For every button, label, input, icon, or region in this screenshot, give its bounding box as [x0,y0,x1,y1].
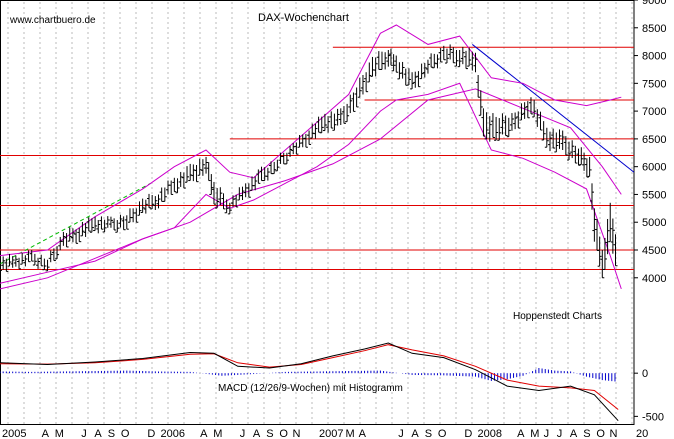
x-axis-label: N [610,428,618,439]
x-axis-label: M [530,428,539,439]
price-axis-label: 6500 [642,134,666,146]
x-axis-label: 2005 [2,428,26,439]
x-axis-label: D [147,428,155,439]
x-axis-label: A [359,428,367,439]
x-axis-label: S [425,428,432,439]
horizontal-levels [0,44,635,270]
plot-frame [0,0,635,425]
macd-label: MACD (12/26/9-Wochen) mit Histogramm [218,383,403,394]
x-axis-label: D [464,428,472,439]
x-axis-label: O [438,428,447,439]
x-axis-label: S [108,428,115,439]
x-axis-label: J [557,428,563,439]
x-axis-label: M [345,428,354,439]
x-axis-label: A [517,428,525,439]
x-axis-label: J [81,428,87,439]
price-axis-label: 8000 [642,51,666,63]
x-axis-label: J [544,428,550,439]
x-axis-label: S [266,428,273,439]
x-axis-label: N [293,428,301,439]
x-axis-label: O [279,428,288,439]
x-axis-label: A [570,428,578,439]
x-axis-label: M [213,428,222,439]
macd-line [0,342,619,422]
support-line [0,182,151,265]
x-axis-label: A [94,428,102,439]
price-axis-label: 9000 [642,0,666,7]
x-axis-label: A [200,428,208,439]
x-axis-label: J [398,428,404,439]
grid [0,0,635,425]
x-axis-label: A [42,428,50,439]
x-axis-label: O [121,428,130,439]
moving-average-line [0,88,622,284]
source-note: Hoppenstedt Charts [513,311,602,322]
price-axis-label: 4500 [642,245,666,257]
indicator-lines [0,24,622,290]
x-axis-label: 20 [636,428,648,439]
x-axis-label: 2006 [161,428,185,439]
macd-signal-line [0,344,619,410]
x-axis-label: 2008 [478,428,502,439]
x-axis-label: A [253,428,261,439]
macd-panel [0,342,619,422]
price-axis-label: 5500 [642,189,666,201]
x-axis-label: O [596,428,605,439]
price-bars [0,44,618,279]
downtrend-line [472,44,635,173]
macd-axis-label: 0 [642,368,648,380]
price-axis-label: 6000 [642,162,666,174]
bollinger-upper-line [0,24,622,257]
price-axis-label: 8500 [642,23,666,35]
x-axis-label: J [240,428,246,439]
x-axis-label: A [411,428,419,439]
x-axis-label: M [55,428,64,439]
price-axis-label: 7000 [642,106,666,118]
x-axis-label: 2007 [319,428,343,439]
price-axis-label: 7500 [642,78,666,90]
macd-axis-label: -500 [642,411,664,423]
price-axis-label: 4000 [642,273,666,285]
x-axis-label: S [583,428,590,439]
watermark: www.chartbuero.de [9,15,96,26]
price-axis-label: 5000 [642,217,666,229]
chart-title: DAX-Wochenchart [258,12,349,24]
